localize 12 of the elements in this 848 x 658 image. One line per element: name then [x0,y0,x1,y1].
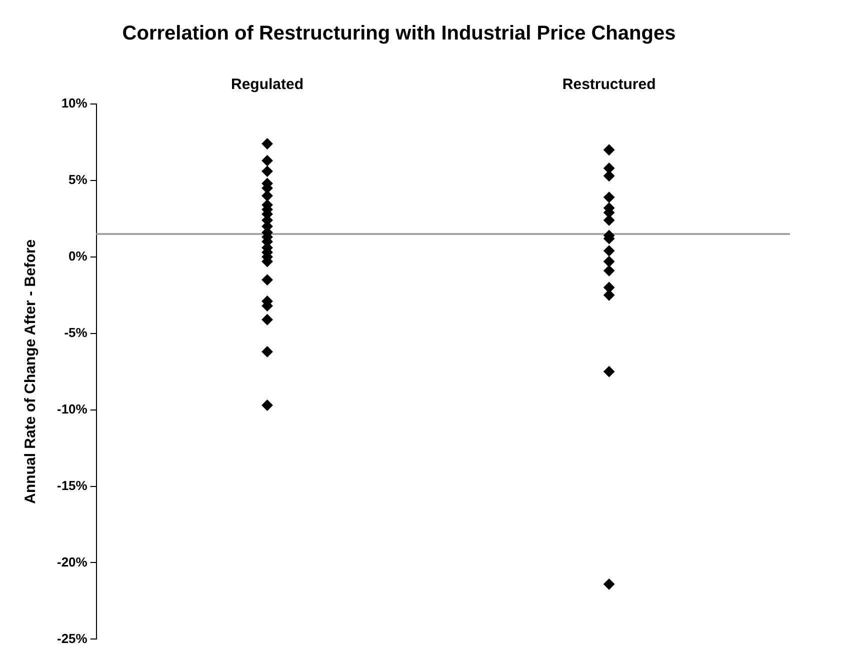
y-tick-label: -25% [56,630,88,646]
chart-title: Correlation of Restructuring with Industrial Price Changes [122,22,676,45]
y-tick-label: 10% [61,96,88,111]
y-tick-label: -20% [56,554,88,570]
y-tick-label: 5% [68,172,88,188]
x-tick-label: Restructured [562,76,656,94]
y-tick-label: -10% [56,401,88,416]
y-tick-label: -5% [64,324,88,340]
y-tick-label: 0% [68,248,88,264]
y-tick-label: -15% [56,478,88,493]
x-tick-label: Regulated [231,76,304,94]
y-axis-title: Annual Rate of Change After - Before [22,239,40,504]
